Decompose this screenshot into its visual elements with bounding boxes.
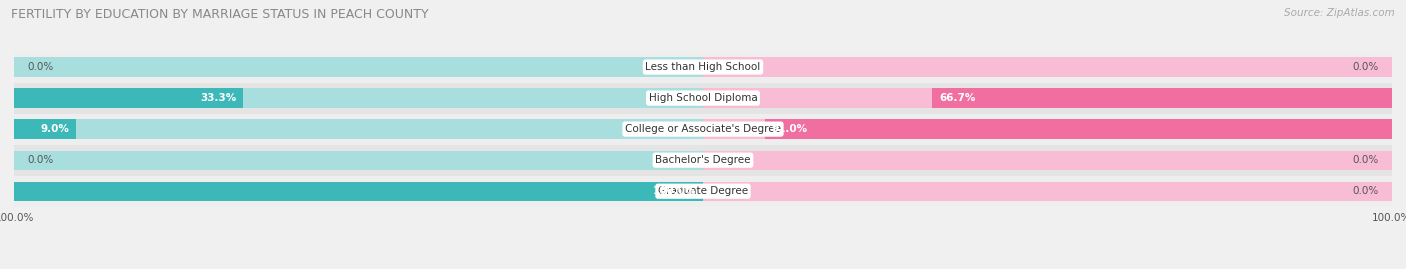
Text: Less than High School: Less than High School bbox=[645, 62, 761, 72]
Bar bbox=[14, 176, 1392, 207]
Bar bbox=[14, 182, 703, 201]
Text: College or Associate's Degree: College or Associate's Degree bbox=[626, 124, 780, 134]
Text: 9.0%: 9.0% bbox=[41, 124, 69, 134]
Bar bbox=[703, 182, 1392, 201]
Bar bbox=[14, 57, 703, 77]
Bar bbox=[14, 145, 1392, 176]
Text: 33.3%: 33.3% bbox=[200, 93, 236, 103]
Text: 66.7%: 66.7% bbox=[939, 93, 976, 103]
Text: 0.0%: 0.0% bbox=[1353, 155, 1378, 165]
Bar bbox=[14, 52, 1392, 83]
Text: Bachelor's Degree: Bachelor's Degree bbox=[655, 155, 751, 165]
Bar bbox=[14, 151, 703, 170]
Text: Graduate Degree: Graduate Degree bbox=[658, 186, 748, 196]
Text: 0.0%: 0.0% bbox=[28, 155, 53, 165]
Bar bbox=[14, 89, 703, 108]
Bar bbox=[703, 151, 1392, 170]
Text: Source: ZipAtlas.com: Source: ZipAtlas.com bbox=[1284, 8, 1395, 18]
Bar bbox=[703, 89, 1392, 108]
Bar bbox=[14, 182, 703, 201]
Bar bbox=[932, 89, 1392, 108]
Bar bbox=[14, 89, 243, 108]
Bar bbox=[703, 57, 1392, 77]
Text: FERTILITY BY EDUCATION BY MARRIAGE STATUS IN PEACH COUNTY: FERTILITY BY EDUCATION BY MARRIAGE STATU… bbox=[11, 8, 429, 21]
Text: 0.0%: 0.0% bbox=[28, 62, 53, 72]
Text: 0.0%: 0.0% bbox=[1353, 186, 1378, 196]
Bar bbox=[14, 83, 1392, 114]
Bar bbox=[14, 119, 703, 139]
Bar bbox=[14, 119, 76, 139]
Bar bbox=[14, 114, 1392, 145]
Text: 91.0%: 91.0% bbox=[772, 124, 808, 134]
Text: 100.0%: 100.0% bbox=[652, 186, 696, 196]
Bar bbox=[703, 119, 1392, 139]
Text: 0.0%: 0.0% bbox=[1353, 62, 1378, 72]
Bar bbox=[765, 119, 1392, 139]
Text: High School Diploma: High School Diploma bbox=[648, 93, 758, 103]
